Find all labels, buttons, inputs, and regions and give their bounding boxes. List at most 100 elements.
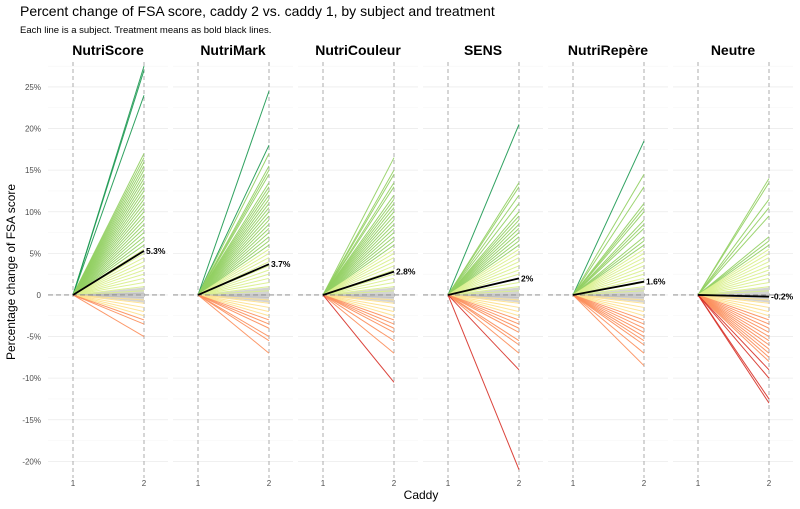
mean-line: [72, 250, 145, 296]
subject-line: [447, 294, 520, 313]
subject-line: [572, 294, 645, 321]
subject-line: [72, 294, 145, 325]
subject-line: [447, 294, 520, 301]
subject-line: [322, 294, 395, 313]
subject-line: [447, 223, 520, 296]
subject-line: [72, 294, 145, 313]
subject-line: [447, 265, 520, 296]
subject-line: [447, 240, 520, 296]
subject-line: [447, 252, 520, 296]
subject-line: [322, 294, 395, 354]
subject-line: [322, 261, 395, 296]
subject-line: [72, 294, 145, 301]
subject-line: [197, 252, 270, 296]
subject-line: [322, 257, 395, 296]
subject-line: [572, 294, 645, 304]
subject-line: [322, 281, 395, 296]
subject-line: [697, 265, 770, 296]
y-tick-label: 10%: [25, 208, 41, 217]
subject-line: [197, 90, 270, 296]
panel-sens: SENS 2% 1 2: [423, 42, 543, 488]
mean-line: [322, 270, 395, 296]
subject-line: [197, 290, 270, 296]
subject-line: [447, 294, 520, 333]
subject-line: [572, 294, 645, 301]
subject-line: [572, 294, 645, 317]
subject-line: [447, 294, 520, 342]
panel-neutre: Neutre -0.2% 1 2: [673, 42, 794, 488]
mean-line: [447, 277, 520, 296]
subject-line: [572, 244, 645, 296]
subject-line: [322, 294, 395, 325]
subject-line: [322, 240, 395, 296]
subject-line: [447, 203, 520, 296]
chart-title: Percent change of FSA score, caddy 2 vs.…: [20, 3, 495, 19]
subject-line: [697, 277, 770, 296]
x-tick-label: 1: [71, 479, 76, 488]
subject-line: [72, 269, 145, 296]
subject-line: [322, 294, 395, 304]
subject-line: [572, 273, 645, 296]
subject-line: [572, 265, 645, 296]
y-tick-label: 0: [37, 291, 42, 300]
subject-line: [322, 186, 395, 296]
x-tick-label: 2: [642, 479, 647, 488]
subject-line: [572, 294, 645, 329]
mean-label: 3.7%: [271, 259, 291, 269]
x-axis-title: Caddy: [404, 488, 439, 502]
subject-line: [447, 236, 520, 296]
subject-line: [447, 294, 520, 354]
chart-subtitle: Each line is a subject. Treatment means …: [20, 25, 271, 36]
subject-line: [322, 265, 395, 296]
subject-line: [447, 232, 520, 296]
subject-line: [72, 232, 145, 296]
mean-line: [697, 294, 770, 298]
subject-line: [447, 294, 520, 321]
subject-line: [697, 244, 770, 296]
panel-nutriscore: NutriScore 5.3% 1 2: [48, 42, 168, 488]
subject-line: [197, 294, 270, 308]
panel-title: SENS: [464, 42, 502, 58]
subject-line: [322, 294, 395, 333]
subject-line: [572, 248, 645, 296]
subject-line: [72, 223, 145, 296]
subject-line: [447, 269, 520, 296]
panel-nutrirepère: NutriRepère 1.6% 1 2: [548, 42, 668, 488]
subject-line: [197, 294, 270, 304]
y-axis-title: Percentage change of FSA score: [4, 184, 18, 360]
subject-line: [197, 273, 270, 296]
subject-line: [197, 232, 270, 296]
subject-line: [72, 70, 145, 296]
subject-line: [197, 240, 270, 296]
subject-line: [197, 257, 270, 296]
mean-line: [197, 263, 270, 296]
subject-line: [447, 194, 520, 296]
subject-line: [697, 294, 770, 350]
subject-line: [197, 286, 270, 296]
subject-line: [322, 294, 395, 329]
subject-line: [197, 294, 270, 354]
subject-line: [322, 294, 395, 383]
y-tick-label: 20%: [25, 125, 41, 134]
subject-line: [72, 95, 145, 296]
subject-line: [197, 281, 270, 296]
subject-line: [322, 290, 395, 296]
subject-line: [697, 248, 770, 296]
subject-line: [447, 294, 520, 325]
mean-label: 5.3%: [146, 246, 166, 256]
subject-line: [697, 290, 770, 296]
subject-line: [572, 174, 645, 296]
subject-line: [322, 294, 395, 317]
subject-line: [572, 261, 645, 296]
y-axis: -20% -15% -10% -5% 0 5% 10% 15% 20% 25%: [22, 83, 41, 466]
subject-line: [197, 144, 270, 296]
subject-line: [447, 290, 520, 296]
x-tick-label: 1: [696, 479, 701, 488]
subject-line: [447, 248, 520, 296]
subject-line: [197, 294, 270, 337]
subject-line: [447, 257, 520, 296]
subject-line: [322, 294, 395, 301]
subject-line: [322, 244, 395, 296]
subject-line: [572, 294, 645, 308]
